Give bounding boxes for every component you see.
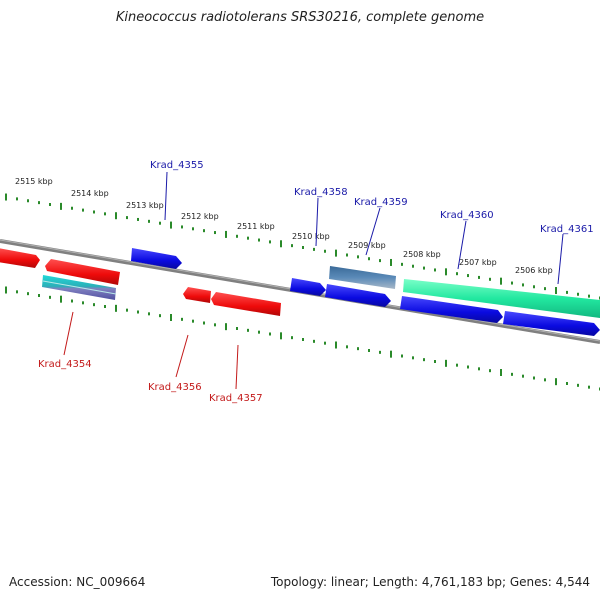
ruler-label-2511: 2511 kbp — [237, 222, 275, 231]
gene-label-krad-4357: Krad_4357 — [209, 393, 263, 404]
gene-krad-4355[interactable] — [131, 248, 182, 269]
gene-label-krad-4358: Krad_4358 — [294, 187, 348, 198]
map-title: Kineococcus radiotolerans SRS30216, comp… — [115, 10, 485, 25]
gene-label-krad-4360: Krad_4360 — [440, 210, 494, 221]
ruler-label-2509: 2509 kbp — [348, 241, 386, 250]
gene-label-krad-4359: Krad_4359 — [354, 197, 408, 208]
ruler-top-ticks — [5, 193, 600, 300]
gene-label-krad-4361: Krad_4361 — [540, 224, 594, 235]
gene-krad-4357[interactable] — [211, 292, 281, 316]
ruler-bottom-ticks — [5, 286, 600, 391]
gene-krad-4361[interactable] — [503, 311, 600, 336]
gene-label-krad-4355: Krad_4355 — [150, 160, 204, 171]
ruler-label-2507: 2507 kbp — [459, 258, 497, 267]
ruler-label-2515: 2515 kbp — [15, 177, 53, 186]
ruler-label-2506: 2506 kbp — [515, 266, 553, 275]
ruler-label-2510: 2510 kbp — [292, 232, 330, 241]
label-leaders — [63, 171, 564, 390]
gene-krad-4356[interactable] — [183, 287, 211, 303]
genome-summary-text: Topology: linear; Length: 4,761,183 bp; … — [270, 575, 590, 589]
gene-krad-4353[interactable] — [0, 248, 40, 268]
gene-label-krad-4356: Krad_4356 — [148, 382, 202, 393]
gene-krad-4358[interactable] — [290, 278, 326, 296]
ruler-label-2512: 2512 kbp — [181, 212, 219, 221]
ruler-label-2508: 2508 kbp — [403, 250, 441, 259]
gene-krad-4360[interactable] — [403, 279, 600, 318]
gene-krad-4360b[interactable] — [400, 296, 503, 323]
ruler-label-2513: 2513 kbp — [126, 201, 164, 210]
ruler-label-2514: 2514 kbp — [71, 189, 109, 198]
rna-feature-teal[interactable] — [42, 275, 117, 300]
rna-feature-steel[interactable] — [329, 266, 396, 289]
gene-label-krad-4354: Krad_4354 — [38, 359, 92, 370]
accession-text: Accession: NC_009664 — [9, 575, 146, 589]
gene-krad-4358b[interactable] — [325, 284, 391, 307]
gene-krad-4354[interactable] — [45, 259, 120, 285]
